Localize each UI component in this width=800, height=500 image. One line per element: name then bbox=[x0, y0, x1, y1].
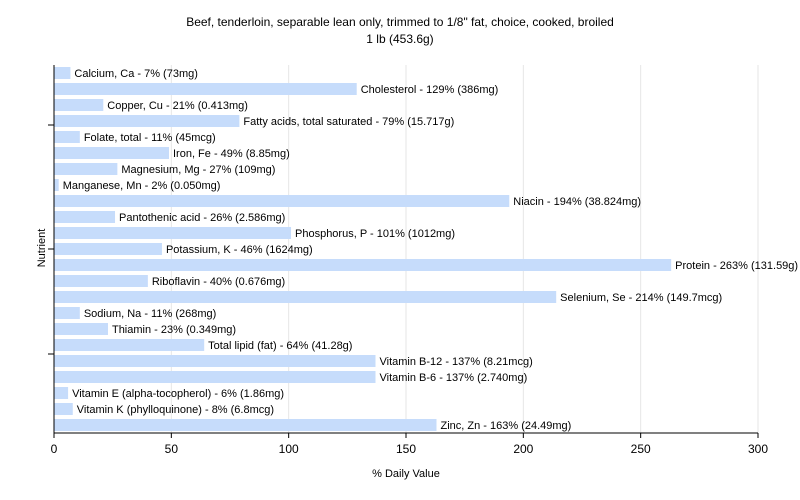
bar-label: Riboflavin - 40% (0.676mg) bbox=[152, 276, 285, 288]
bar bbox=[54, 211, 116, 223]
bar-label: Vitamin B-6 - 137% (2.740mg) bbox=[379, 372, 527, 384]
bars: Calcium, Ca - 7% (73mg) Cholesterol - 129… bbox=[54, 67, 798, 432]
bar-label: Calcium, Ca - 7% (73mg) bbox=[74, 68, 197, 80]
bar-label: Vitamin B-12 - 137% (8.21mcg) bbox=[379, 356, 532, 368]
bar-label: Niacin - 194% (38.824mg) bbox=[513, 196, 641, 208]
bar-label: Sodium, Na - 11% (268mg) bbox=[84, 308, 216, 320]
bar bbox=[54, 403, 73, 415]
bar bbox=[54, 387, 69, 399]
bar-label: Zinc, Zn - 163% (24.49mg) bbox=[441, 420, 572, 432]
bar-label: Potassium, K - 46% (1624mg) bbox=[166, 244, 313, 256]
bar bbox=[54, 115, 240, 127]
bar bbox=[54, 307, 80, 319]
bar-label: Protein - 263% (131.59g) bbox=[675, 260, 798, 272]
bar-label: Folate, total - 11% (45mcg) bbox=[84, 132, 216, 144]
bar-label: Fatty acids, total saturated - 79% (15.7… bbox=[243, 116, 454, 128]
bar bbox=[54, 259, 672, 271]
x-tick-label: 250 bbox=[631, 442, 651, 456]
bar bbox=[54, 243, 162, 255]
x-tick-label: 150 bbox=[396, 442, 416, 456]
bar bbox=[54, 83, 357, 95]
x-axis-title: % Daily Value bbox=[372, 468, 440, 480]
bar bbox=[54, 195, 510, 207]
bar bbox=[54, 355, 376, 367]
bar-label: Pantothenic acid - 26% (2.586mg) bbox=[119, 212, 285, 224]
bar-label: Thiamin - 23% (0.349mg) bbox=[112, 324, 236, 336]
bar bbox=[54, 291, 557, 303]
x-tick-label: 50 bbox=[165, 442, 179, 456]
x-tick-label: 200 bbox=[513, 442, 533, 456]
bar bbox=[54, 323, 108, 335]
chart-subtitle: 1 lb (453.6g) bbox=[366, 32, 434, 46]
bar bbox=[54, 371, 376, 383]
bar bbox=[54, 147, 169, 159]
bar-label: Iron, Fe - 49% (8.85mg) bbox=[173, 148, 290, 160]
x-tick-labels: 0 50 100 150 200 250 300 bbox=[51, 433, 768, 456]
bar bbox=[54, 163, 118, 175]
bar-label: Vitamin E (alpha-tocopherol) - 6% (1.86m… bbox=[72, 388, 284, 400]
bar bbox=[54, 131, 80, 143]
bar-label: Selenium, Se - 214% (149.7mcg) bbox=[560, 292, 722, 304]
bar-label: Cholesterol - 129% (386mg) bbox=[361, 84, 499, 96]
bar bbox=[54, 339, 205, 351]
bar-label: Manganese, Mn - 2% (0.050mg) bbox=[63, 180, 221, 192]
x-tick-label: 0 bbox=[51, 442, 58, 456]
bar bbox=[54, 179, 59, 191]
chart-title: Beef, tenderloin, separable lean only, t… bbox=[186, 15, 614, 29]
bar bbox=[54, 275, 148, 287]
bar-label: Copper, Cu - 21% (0.413mg) bbox=[107, 100, 248, 112]
bar-label: Phosphorus, P - 101% (1012mg) bbox=[295, 228, 455, 240]
y-axis-title: Nutrient bbox=[36, 229, 48, 268]
bar-label: Vitamin K (phylloquinone) - 8% (6.8mcg) bbox=[77, 404, 274, 416]
bar bbox=[54, 419, 437, 431]
bar-label: Magnesium, Mg - 27% (109mg) bbox=[121, 164, 275, 176]
bar bbox=[54, 227, 292, 239]
bar-label: Total lipid (fat) - 64% (41.28g) bbox=[208, 340, 352, 352]
x-tick-label: 100 bbox=[279, 442, 299, 456]
bar bbox=[54, 67, 71, 79]
bar bbox=[54, 99, 104, 111]
x-tick-label: 300 bbox=[748, 442, 768, 456]
